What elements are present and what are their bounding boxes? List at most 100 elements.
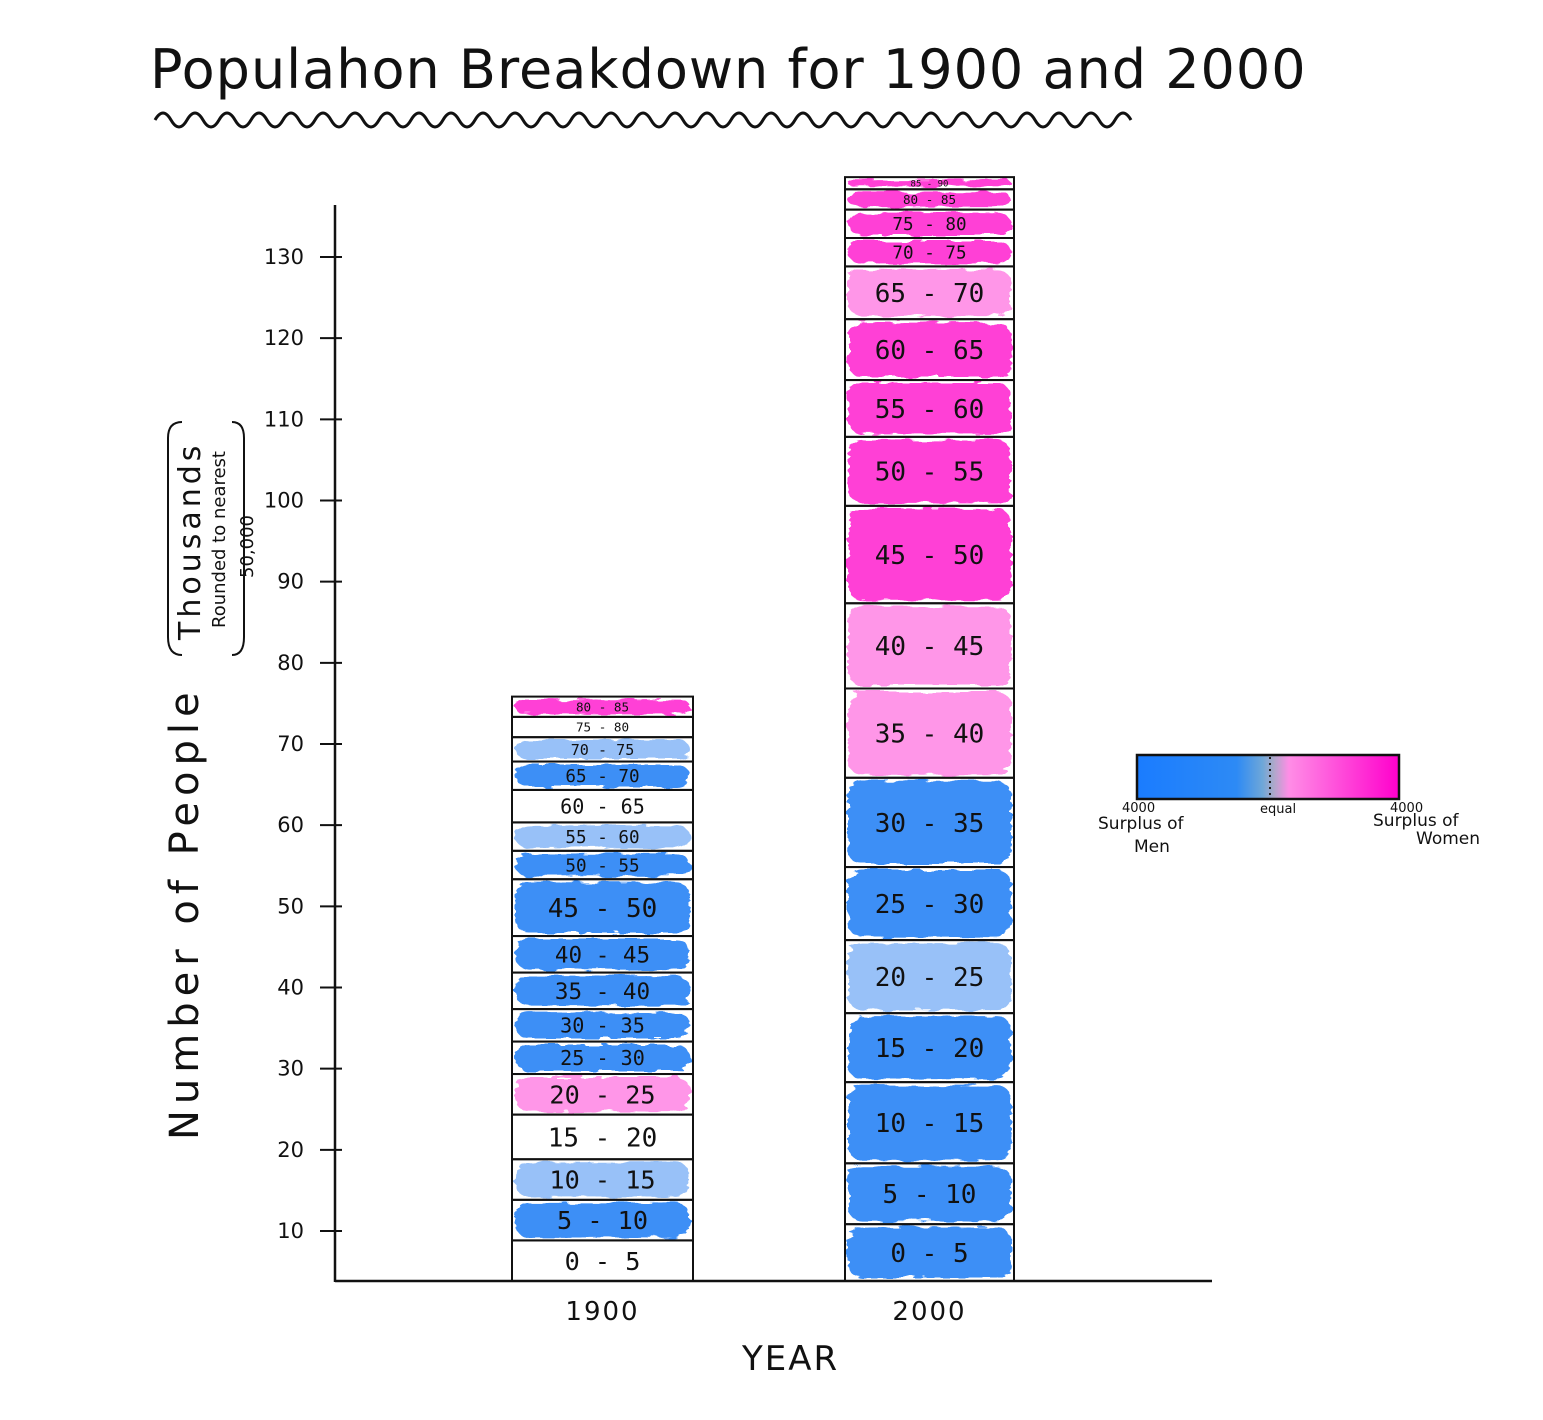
segment-label: 70 - 75 [571,741,635,759]
y-axis-label: Number of People [162,686,208,1140]
segment-label: 60 - 65 [560,794,645,818]
segment-label: 55 - 60 [875,395,985,425]
y-axis-unit: Thousands [173,442,208,641]
segment-fill [515,699,690,714]
segment-fill [515,1012,690,1039]
bar-1900: 0 - 5 5 - 10 10 - 15 15 - 20 20 - 25 25 - 30 3… [511,695,694,1282]
legend-left-label-1: Surplus of [1098,814,1185,834]
y-tick-label: 130 [264,245,304,269]
segment-label: 15 - 20 [875,1034,985,1064]
segment-label: 35 - 40 [875,719,985,749]
segment-fill [848,870,1011,938]
segment-fill [848,192,1011,207]
segment-label: 60 - 65 [875,336,985,366]
segment-label: 65 - 70 [875,279,985,309]
segment-label: 50 - 55 [565,856,639,876]
y-tick-label: 110 [264,407,304,431]
segment-fill [515,975,690,1007]
segment-label: 25 - 30 [560,1046,645,1070]
segment-fill [515,740,690,759]
segment-label: 0 - 5 [565,1247,641,1276]
segment-label: 35 - 40 [555,979,650,1005]
segment-label: 45 - 50 [875,541,985,571]
legend-right-value: 4000 [1390,801,1423,816]
segment-label: 30 - 35 [560,1014,645,1038]
segment-label: 20 - 25 [875,963,985,993]
segment-fill [848,1085,1011,1161]
segment-fill [848,212,1011,236]
legend-left-label-2: Men [1134,837,1170,857]
segment-label: 20 - 25 [549,1080,655,1109]
chart-title: Populahon Breakdown for 1900 and 2000 [150,38,1307,101]
y-ticks: 10 20 30 40 50 60 70 80 90 100 110 120 130 [264,245,342,1243]
y-axis-note-1: Rounded to nearest [209,451,230,628]
y-tick-label: 60 [277,813,304,837]
segment-label: 15 - 20 [548,1123,658,1153]
legend-color-bar [1135,753,1401,801]
segment-fill [515,882,690,934]
y-axis-note-2: 50,000 [237,515,258,578]
y-tick-label: 20 [277,1138,304,1162]
legend-right-label-2: Women [1416,829,1480,849]
x-tick-label: 2000 [892,1297,966,1327]
segment-fill [848,1016,1011,1080]
segment-label: 85 - 90 [911,179,949,189]
y-tick-label: 100 [264,489,304,513]
bar-2000: 0 - 5 5 - 10 10 - 15 15 - 20 20 - 25 25 - 30 3… [844,176,1015,1283]
segment-label: 40 - 45 [555,942,650,968]
legend: 4000 Surplus of Men equal 4000 Surplus o… [1098,753,1480,857]
segment-label: 5 - 10 [557,1206,648,1235]
segment-label: 75 - 80 [576,720,629,735]
y-axis-unit-bracket [167,421,245,656]
segment-label: 55 - 60 [565,828,639,848]
segment-label: 40 - 45 [875,632,985,662]
segment-fill [515,853,690,877]
segment-fill [515,1162,690,1197]
segment-label: 10 - 15 [549,1166,655,1195]
y-tick-label: 90 [277,570,304,594]
segment-label: 25 - 30 [875,890,985,920]
segment-fill [848,322,1011,378]
y-tick-label: 40 [277,976,304,1000]
legend-right-label-1: Surplus of [1373,811,1460,831]
segment-label: 45 - 50 [548,894,658,924]
segment-fill [848,1227,1011,1278]
bar-segment [844,176,1015,191]
segment-fill [848,241,1011,264]
segment-label: 50 - 55 [875,458,985,488]
segment-label: 0 - 5 [890,1239,968,1269]
segment-fill [515,1202,690,1238]
segment-fill [848,691,1011,775]
segment-label: 80 - 85 [903,192,956,207]
segment-label: 5 - 10 [883,1180,977,1210]
segment-fill [848,1166,1011,1222]
segment-label: 80 - 85 [576,699,629,714]
segment-fill [848,780,1011,865]
x-tick-label: 1900 [565,1297,639,1327]
segment-fill [515,939,690,970]
segment-fill [515,1077,690,1112]
y-tick-label: 10 [277,1219,304,1243]
segment-fill [848,439,1011,503]
bars: 0 - 5 5 - 10 10 - 15 15 - 20 20 - 25 25 - 30 3… [511,176,1015,1327]
segment-label: 75 - 80 [892,215,966,235]
segment-fill [848,508,1011,601]
segment-label: 30 - 35 [875,809,985,839]
y-tick-label: 80 [277,651,304,675]
y-tick-label: 120 [264,326,304,350]
segment-fill [515,764,690,787]
segment-fill [848,606,1011,686]
segment-fill [848,269,1011,317]
legend-center-label: equal [1260,802,1296,817]
title-underline [153,111,1133,129]
segment-fill [848,943,1011,1011]
segment-fill [848,383,1011,434]
bar-segment [511,695,694,718]
y-tick-label: 70 [277,732,304,756]
segment-fill [848,180,1011,187]
x-axis-title: YEAR [741,1339,839,1379]
legend-left-value: 4000 [1122,801,1155,816]
y-tick-label: 30 [277,1057,304,1081]
segment-label: 70 - 75 [892,244,966,264]
